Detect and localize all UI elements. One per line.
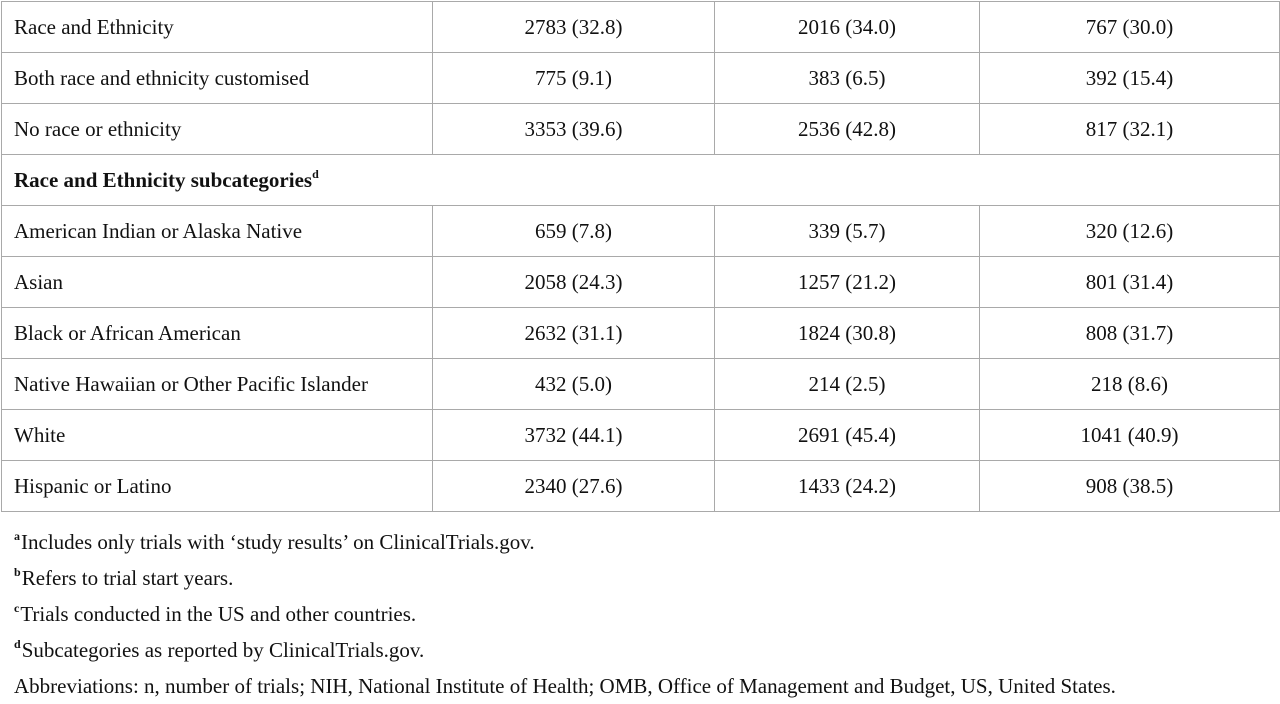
cell-value: 218 (8.6) [979, 358, 1280, 410]
cell-value: 801 (31.4) [979, 256, 1280, 308]
cell-value: 432 (5.0) [432, 358, 715, 410]
cell-value: 3353 (39.6) [432, 103, 715, 155]
cell-value: 1824 (30.8) [714, 307, 980, 359]
row-label: Both race and ethnicity customised [1, 52, 433, 104]
table-row: Hispanic or Latino 2340 (27.6) 1433 (24.… [1, 460, 1280, 512]
footnote-mark: a [14, 529, 20, 543]
cell-value: 1433 (24.2) [714, 460, 980, 512]
row-label: American Indian or Alaska Native [1, 205, 433, 257]
cell-value: 1041 (40.9) [979, 409, 1280, 461]
footnote-text: Subcategories as reported by ClinicalTri… [21, 638, 425, 662]
section-title: Race and Ethnicity subcategories [14, 168, 313, 192]
footnote: aIncludes only trials with ‘study result… [14, 524, 1274, 560]
cell-value: 1257 (21.2) [714, 256, 980, 308]
row-label: Asian [1, 256, 433, 308]
cell-value: 908 (38.5) [979, 460, 1280, 512]
footnotes: aIncludes only trials with ‘study result… [14, 524, 1274, 704]
row-label: White [1, 409, 433, 461]
cell-value: 817 (32.1) [979, 103, 1280, 155]
table-row: American Indian or Alaska Native 659 (7.… [1, 205, 1280, 257]
table-row: Black or African American 2632 (31.1) 18… [1, 307, 1280, 359]
row-label: Race and Ethnicity [1, 1, 433, 53]
cell-value: 320 (12.6) [979, 205, 1280, 257]
section-footnote-mark: d [312, 167, 319, 181]
table-row: Race and Ethnicity 2783 (32.8) 2016 (34.… [1, 1, 1280, 53]
footnote: bRefers to trial start years. [14, 560, 1274, 596]
cell-value: 2632 (31.1) [432, 307, 715, 359]
cell-value: 383 (6.5) [714, 52, 980, 104]
table-row: Both race and ethnicity customised 775 (… [1, 52, 1280, 104]
cell-value: 767 (30.0) [979, 1, 1280, 53]
cell-value: 339 (5.7) [714, 205, 980, 257]
cell-value: 2783 (32.8) [432, 1, 715, 53]
abbreviations-note: Abbreviations: n, number of trials; NIH,… [14, 674, 1116, 698]
footnote: dSubcategories as reported by ClinicalTr… [14, 632, 1274, 668]
section-header-row: Race and Ethnicity subcategoriesd [1, 154, 1280, 206]
data-table-container: Race and Ethnicity 2783 (32.8) 2016 (34.… [1, 1, 1280, 512]
cell-value: 2340 (27.6) [432, 460, 715, 512]
cell-value: 2016 (34.0) [714, 1, 980, 53]
footnote-text: Trials conducted in the US and other cou… [20, 602, 417, 626]
footnote-mark: d [14, 637, 21, 651]
footnote-mark: c [14, 601, 20, 615]
row-label: Native Hawaiian or Other Pacific Islande… [1, 358, 433, 410]
cell-value: 2691 (45.4) [714, 409, 980, 461]
cell-value: 659 (7.8) [432, 205, 715, 257]
cell-value: 392 (15.4) [979, 52, 1280, 104]
row-label: No race or ethnicity [1, 103, 433, 155]
table-row: White 3732 (44.1) 2691 (45.4) 1041 (40.9… [1, 409, 1280, 461]
trials-table: Race and Ethnicity 2783 (32.8) 2016 (34.… [1, 1, 1280, 512]
footnote-mark: b [14, 565, 21, 579]
cell-value: 775 (9.1) [432, 52, 715, 104]
row-label: Black or African American [1, 307, 433, 359]
table-row: Native Hawaiian or Other Pacific Islande… [1, 358, 1280, 410]
footnote-text: Refers to trial start years. [21, 566, 234, 590]
cell-value: 2058 (24.3) [432, 256, 715, 308]
footnote: cTrials conducted in the US and other co… [14, 596, 1274, 632]
table-row: Asian 2058 (24.3) 1257 (21.2) 801 (31.4) [1, 256, 1280, 308]
footnote-text: Includes only trials with ‘study results… [21, 530, 535, 554]
row-label: Hispanic or Latino [1, 460, 433, 512]
table-row: No race or ethnicity 3353 (39.6) 2536 (4… [1, 103, 1280, 155]
cell-value: 3732 (44.1) [432, 409, 715, 461]
cell-value: 808 (31.7) [979, 307, 1280, 359]
section-header: Race and Ethnicity subcategoriesd [1, 154, 1280, 206]
cell-value: 214 (2.5) [714, 358, 980, 410]
cell-value: 2536 (42.8) [714, 103, 980, 155]
